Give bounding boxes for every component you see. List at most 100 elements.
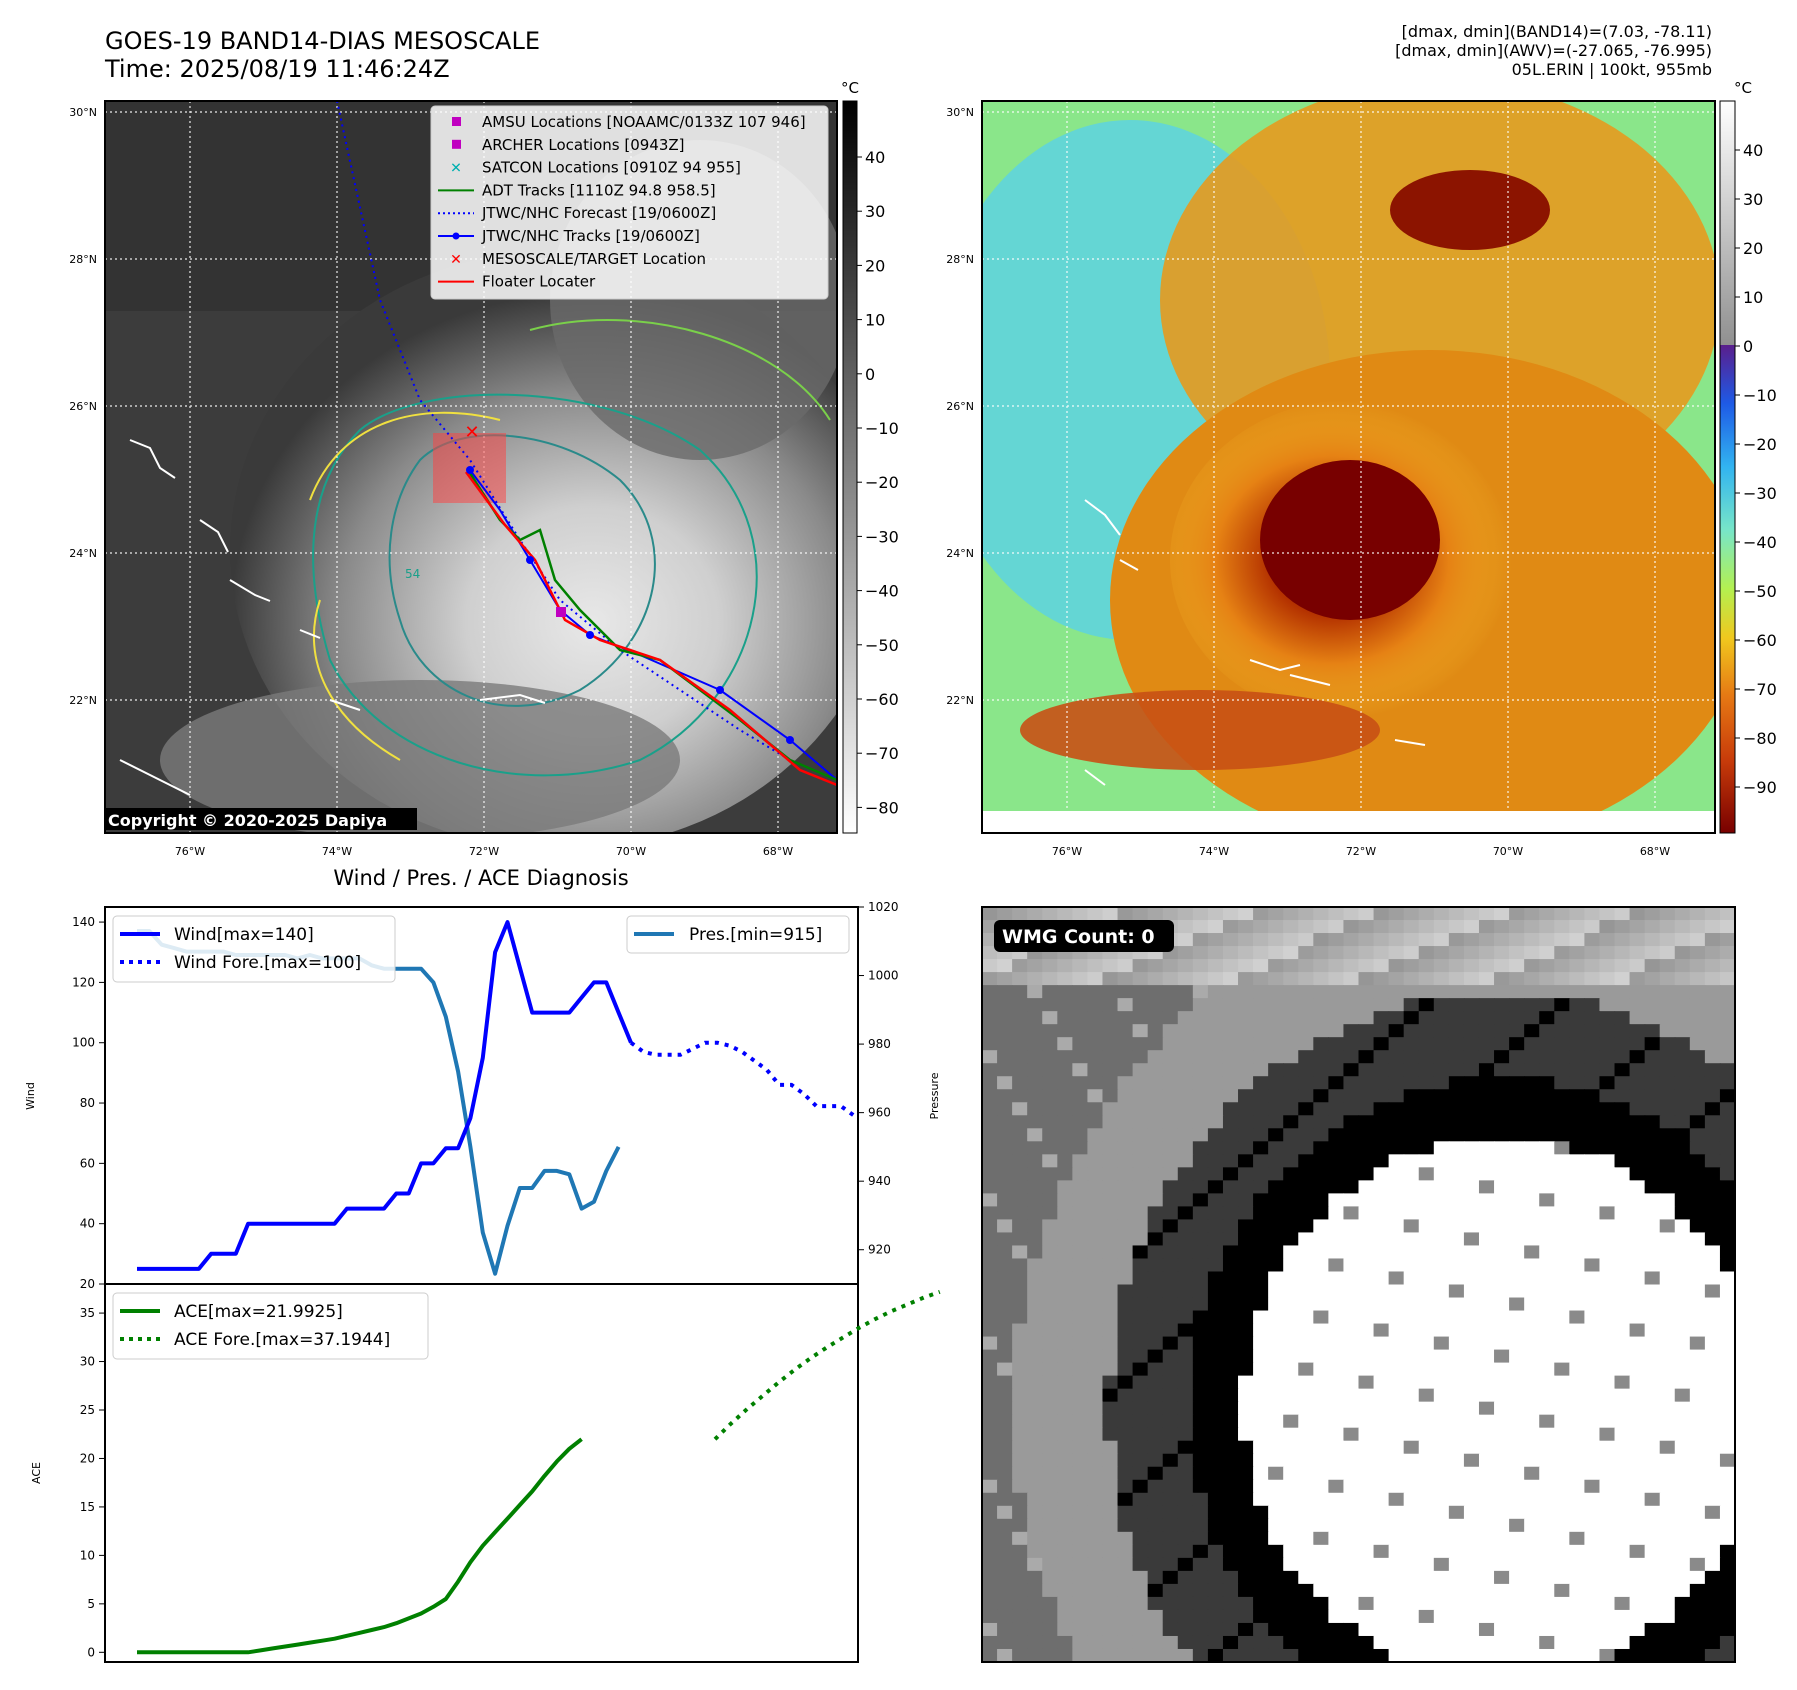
wmg-cell <box>1222 1596 1239 1611</box>
wmg-cell <box>1253 1622 1269 1637</box>
wmg-cell <box>1478 1596 1495 1611</box>
wmg-cell <box>1162 1466 1179 1481</box>
wmg-cell <box>1072 1544 1089 1559</box>
wmg-cell <box>1554 1024 1570 1038</box>
wmg-cell <box>1463 1388 1480 1403</box>
wmg-cell <box>1373 1362 1390 1377</box>
wmg-cell <box>1599 1362 1616 1377</box>
wmg-cell <box>1478 1011 1495 1025</box>
wmg-cell <box>1027 1492 1043 1507</box>
wmg-cell <box>1313 972 1329 986</box>
wmg-cell <box>1328 1154 1345 1168</box>
wmg-cell <box>1494 1323 1510 1338</box>
wmg-cell <box>1418 1245 1435 1260</box>
wmg-cell <box>1072 1089 1089 1103</box>
wmg-cell <box>1012 1349 1028 1364</box>
wmg-cell <box>1102 1570 1119 1585</box>
wmg-cell <box>982 985 998 999</box>
wmg-cell <box>1478 1440 1495 1455</box>
wmg-cell <box>1418 1128 1435 1142</box>
wmg-cell <box>1117 1622 1134 1637</box>
wmg-cell <box>1433 1089 1450 1103</box>
wmg-cell <box>1072 1440 1089 1455</box>
wmg-cell <box>1042 1505 1058 1520</box>
wmg-cell <box>1614 1128 1631 1142</box>
wmg-cell <box>1358 1570 1375 1585</box>
wmg-cell <box>1042 1635 1058 1650</box>
wmg-cell <box>1599 1505 1616 1520</box>
wmg-cell <box>1584 920 1601 934</box>
wmg-cell <box>1057 1557 1073 1572</box>
wmg-cell <box>1569 933 1585 947</box>
wmg-cell <box>1027 1024 1043 1038</box>
wmg-cell <box>1689 972 1706 986</box>
wmg-cell <box>1207 1323 1224 1338</box>
wmg-cell <box>1403 1232 1420 1247</box>
wmg-cell <box>1719 1284 1736 1299</box>
wmg-cell <box>1689 1102 1706 1116</box>
wmg-cell <box>1388 933 1405 947</box>
wmg-cell <box>1298 1427 1314 1442</box>
wmg-cell <box>1373 1388 1390 1403</box>
wmg-cell <box>1433 1063 1450 1077</box>
wmg-cell <box>1027 1557 1043 1572</box>
wmg-cell <box>1087 1271 1104 1286</box>
wmg-cell <box>1358 1310 1375 1325</box>
wmg-cell <box>1358 946 1375 960</box>
wmg-cell <box>1283 1414 1299 1429</box>
wmg-cell <box>1539 959 1555 973</box>
wmg-cell <box>1222 1024 1239 1038</box>
wmg-cell <box>982 1167 998 1181</box>
wmg-cell <box>1313 1245 1329 1260</box>
wmg-cell <box>1343 1310 1360 1325</box>
wmg-cell <box>1253 1401 1269 1416</box>
wmg-cell <box>1117 1349 1134 1364</box>
wmg-cell <box>1042 1297 1058 1312</box>
wmg-cell <box>1448 1492 1465 1507</box>
wmg-cell <box>1132 1115 1149 1129</box>
wmg-cell <box>1704 1388 1721 1403</box>
wmg-cell <box>1478 1232 1495 1247</box>
wmg-cell <box>1268 1037 1284 1051</box>
wmg-cell <box>1388 1089 1405 1103</box>
wmg-cell <box>1042 1479 1058 1494</box>
wmg-cell <box>1418 1531 1435 1546</box>
wmg-cell <box>1072 1635 1089 1650</box>
wmg-cell <box>1629 1193 1646 1207</box>
wmg-cell <box>1057 959 1073 973</box>
wmg-cell <box>1012 1180 1028 1194</box>
wmg-cell <box>1012 1479 1028 1494</box>
wmg-cell <box>1599 1609 1616 1624</box>
wmg-cell <box>1433 920 1450 934</box>
wmg-cell <box>1494 1388 1510 1403</box>
wind-legend-label: Wind[max=140] <box>174 925 314 945</box>
wmg-cell <box>1418 946 1435 960</box>
wmg-cell <box>1478 1375 1495 1390</box>
wmg-cell <box>1072 1375 1089 1390</box>
wmg-cell <box>1102 1401 1119 1416</box>
wmg-cell <box>1704 933 1721 947</box>
wmg-cell <box>1478 1388 1495 1403</box>
wmg-cell <box>1478 1648 1495 1663</box>
wmg-cell <box>1494 1635 1510 1650</box>
wmg-cell <box>1599 1011 1616 1025</box>
wmg-cell <box>1509 1609 1525 1624</box>
wmg-cell <box>1313 959 1329 973</box>
wmg-cell <box>982 1479 998 1494</box>
wmg-cell <box>1599 1479 1616 1494</box>
wmg-cell <box>1418 1310 1435 1325</box>
wmg-cell <box>1343 1401 1360 1416</box>
wmg-cell <box>1689 1479 1706 1494</box>
wmg-cell <box>1057 1115 1073 1129</box>
wmg-cell <box>1659 1362 1676 1377</box>
wmg-cell <box>1614 1245 1631 1260</box>
wmg-cell <box>1328 1557 1345 1572</box>
wmg-cell <box>1222 998 1239 1012</box>
wmg-cell <box>1117 1544 1134 1559</box>
wmg-cell <box>1057 1466 1073 1481</box>
wmg-cell <box>1192 1193 1209 1207</box>
wmg-cell <box>1177 1063 1194 1077</box>
wmg-cell <box>1207 972 1224 986</box>
